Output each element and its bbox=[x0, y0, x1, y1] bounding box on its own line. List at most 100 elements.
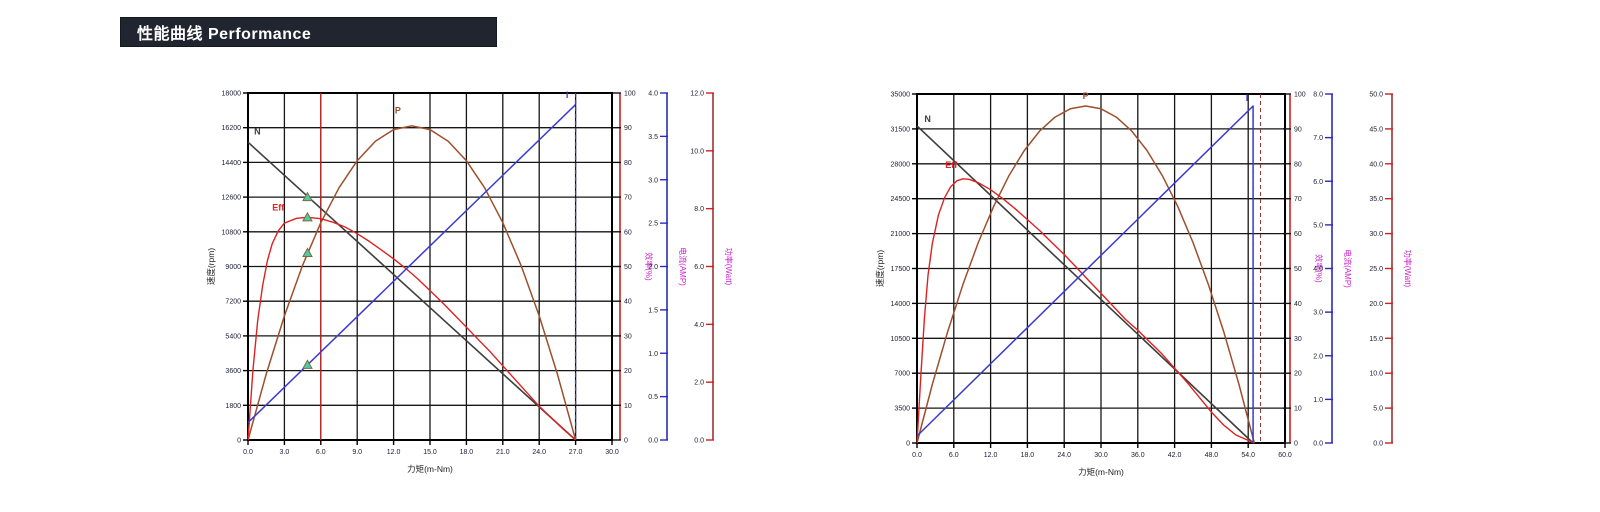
series-eff-label: Eff bbox=[272, 203, 285, 213]
y-axis-tick-label: 18000 bbox=[222, 91, 242, 98]
x-axis-tick-label: 21.0 bbox=[496, 449, 510, 456]
y-axis-tick-label: 28000 bbox=[891, 161, 911, 168]
right-axis-tick-label: 40 bbox=[1294, 301, 1302, 308]
right-axis-tick-label: 90 bbox=[624, 125, 632, 132]
series-n-label: N bbox=[924, 114, 931, 124]
series-n-curve bbox=[247, 141, 577, 441]
right-axis-tick-label: 0.5 bbox=[648, 394, 658, 401]
right-axis-tick-label: 25.0 bbox=[1369, 266, 1383, 273]
y-axis-tick-label: 35000 bbox=[891, 92, 911, 99]
right-axis-title: 功率(Watt) bbox=[1403, 250, 1413, 288]
right-axis-tick-label: 2.0 bbox=[648, 264, 658, 271]
y-axis-tick-label: 21000 bbox=[891, 231, 911, 238]
right-axis-tick-label: 100 bbox=[624, 91, 636, 98]
x-axis-tick-label: 48.0 bbox=[1205, 452, 1219, 459]
series-p-curve bbox=[916, 105, 1256, 444]
right-axis-tick-label: 20 bbox=[624, 368, 632, 375]
right-axis-tick-label: 0.0 bbox=[694, 438, 704, 445]
y-axis-tick-label: 3600 bbox=[225, 368, 241, 375]
right-axis-tick-label: 0.0 bbox=[1373, 441, 1383, 448]
right-axis-tick-label: 50.0 bbox=[1369, 92, 1383, 99]
right-axis-tick-label: 35.0 bbox=[1369, 196, 1383, 203]
series-p-label: P bbox=[1083, 91, 1089, 101]
right-axis-tick-label: 20 bbox=[1294, 371, 1302, 378]
x-axis-tick-label: 54.0 bbox=[1241, 452, 1255, 459]
right-axis-tick-label: 7.0 bbox=[1313, 135, 1323, 142]
y-axis-title: 速度(rpm) bbox=[206, 248, 216, 285]
right-axis-tick-label: 70 bbox=[1294, 196, 1302, 203]
series-i-label: I bbox=[566, 90, 569, 100]
y-axis-tick-label: 10500 bbox=[891, 336, 911, 343]
right-axis-tick-label: 8.0 bbox=[1313, 92, 1323, 99]
y-axis-tick-label: 9000 bbox=[225, 264, 241, 271]
right-axis-tick-label: 30.0 bbox=[1369, 231, 1383, 238]
right-axis-tick-label: 0 bbox=[1294, 441, 1298, 448]
x-axis-tick-label: 12.0 bbox=[387, 449, 401, 456]
right-axis-tick-label: 50 bbox=[1294, 266, 1302, 273]
section-title-bar: 性能曲线 Performance bbox=[120, 17, 497, 47]
right-axis-tick-label: 8.0 bbox=[694, 206, 704, 213]
x-axis-tick-label: 15.0 bbox=[423, 449, 437, 456]
right-axis-tick-label: 10 bbox=[1294, 406, 1302, 413]
right-axis-tick-label: 4.0 bbox=[694, 322, 704, 329]
y-axis-tick-label: 31500 bbox=[891, 126, 911, 133]
right-axis-tick-label: 0.0 bbox=[1313, 441, 1323, 448]
right-axis-title: 功率(Watt) bbox=[724, 248, 734, 286]
right-axis-tick-label: 30 bbox=[1294, 336, 1302, 343]
right-axis-tick-label: 3.5 bbox=[648, 134, 658, 141]
y-axis-tick-label: 12600 bbox=[222, 195, 242, 202]
y-axis-tick-label: 0 bbox=[906, 441, 910, 448]
section-title: 性能曲线 Performance bbox=[137, 26, 312, 43]
series-eff-curve bbox=[247, 216, 577, 441]
chart-canvas: NPEffI0180036005400720090001080012600144… bbox=[206, 90, 734, 474]
right-axis-tick-label: 10.0 bbox=[1369, 371, 1383, 378]
y-axis-tick-label: 14000 bbox=[891, 301, 911, 308]
right-axis-tick-label: 15.0 bbox=[1369, 336, 1383, 343]
x-axis-tick-label: 24.0 bbox=[1057, 452, 1071, 459]
right-axis-tick-label: 5.0 bbox=[1373, 406, 1383, 413]
x-axis-tick-label: 36.0 bbox=[1131, 452, 1145, 459]
series-p-label: P bbox=[395, 105, 401, 115]
chart-canvas: NPEffI0350070001050014000175002100024500… bbox=[875, 91, 1413, 477]
y-axis-tick-label: 16200 bbox=[222, 125, 242, 132]
series-n-label: N bbox=[254, 127, 260, 137]
right-axis-tick-label: 45.0 bbox=[1369, 126, 1383, 133]
right-axis-tick-label: 20.0 bbox=[1369, 301, 1383, 308]
right-axis-tick-label: 80 bbox=[1294, 161, 1302, 168]
x-axis-title: 力矩(m-Nm) bbox=[1078, 467, 1124, 477]
right-axis-tick-label: 2.0 bbox=[694, 380, 704, 387]
right-axis-title: 效率(%) bbox=[1314, 254, 1324, 283]
x-axis-tick-label: 24.0 bbox=[532, 449, 546, 456]
right-axis-tick-label: 80 bbox=[624, 160, 632, 167]
right-axis-tick-label: 1.5 bbox=[648, 307, 658, 314]
y-axis-tick-label: 3500 bbox=[894, 406, 910, 413]
right-axis-tick-label: 40.0 bbox=[1369, 161, 1383, 168]
y-axis-tick-label: 1800 bbox=[225, 403, 241, 410]
y-axis-tick-label: 10800 bbox=[222, 229, 242, 236]
x-axis-tick-label: 30.0 bbox=[605, 449, 619, 456]
y-axis-tick-label: 7000 bbox=[894, 371, 910, 378]
y-axis-title: 速度(rpm) bbox=[875, 250, 885, 287]
right-axis-tick-label: 3.0 bbox=[1313, 310, 1323, 317]
right-axis-tick-label: 4.0 bbox=[648, 91, 658, 98]
x-axis-tick-label: 42.0 bbox=[1168, 452, 1182, 459]
x-axis-tick-label: 0.0 bbox=[243, 449, 253, 456]
right-axis-tick-label: 0 bbox=[624, 438, 628, 445]
y-axis-tick-label: 14400 bbox=[222, 160, 242, 167]
y-axis-tick-label: 24500 bbox=[891, 196, 911, 203]
right-axis-tick-label: 12.0 bbox=[690, 91, 704, 98]
right-axis-tick-label: 4.0 bbox=[1313, 266, 1323, 273]
series-n-curve bbox=[916, 125, 1254, 444]
x-axis-tick-label: 9.0 bbox=[352, 449, 362, 456]
right-axis-tick-label: 1.0 bbox=[1313, 397, 1323, 404]
series-i-curve bbox=[916, 105, 1254, 443]
x-axis-tick-label: 18.0 bbox=[460, 449, 474, 456]
operating-point-marker bbox=[302, 211, 313, 222]
right-axis-tick-label: 10.0 bbox=[690, 148, 704, 155]
y-axis-tick-label: 5400 bbox=[225, 333, 241, 340]
right-axis-tick-label: 3.0 bbox=[648, 177, 658, 184]
right-axis-tick-label: 70 bbox=[624, 195, 632, 202]
right-axis-title: 效率(%) bbox=[644, 252, 654, 281]
right-axis-tick-label: 40 bbox=[624, 299, 632, 306]
